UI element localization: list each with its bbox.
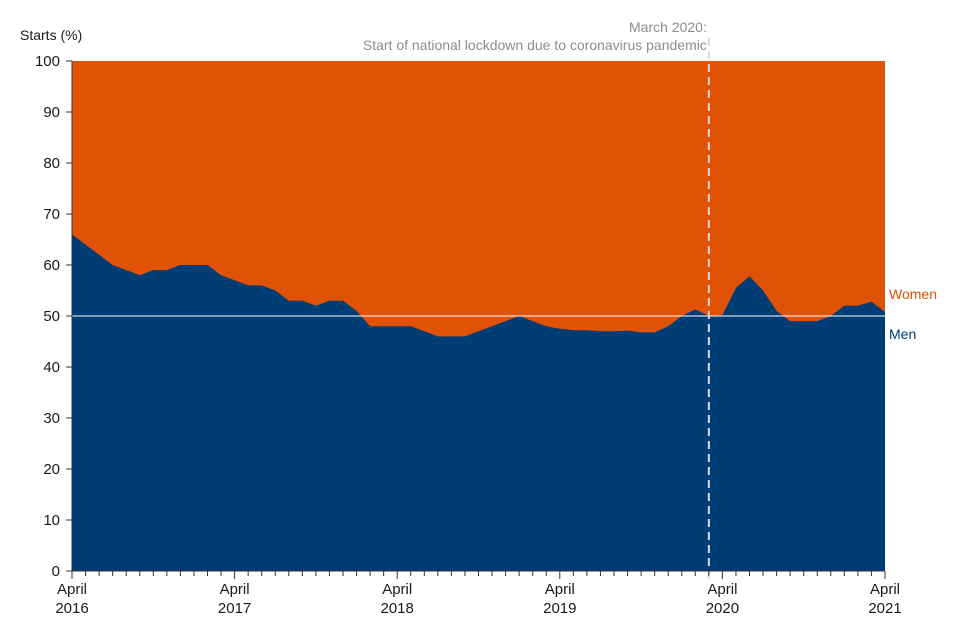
series-label-men: Men <box>889 326 916 342</box>
y-tick-label: 20 <box>43 461 60 478</box>
y-axis-title: Starts (%) <box>20 27 82 43</box>
annotation-line-1: March 2020: <box>629 19 707 35</box>
y-tick-label: 50 <box>43 308 60 325</box>
y-axis: 0 10 20 30 40 50 60 70 80 90 100 <box>35 53 73 580</box>
y-tick-label: 0 <box>52 563 60 580</box>
x-tick-label-year: 2018 <box>381 600 414 617</box>
x-tick-label-month: April <box>382 581 412 598</box>
x-tick-label-month: April <box>545 581 575 598</box>
plot-area <box>72 38 885 583</box>
y-tick-label: 100 <box>35 53 60 70</box>
x-tick-label-month: April <box>220 581 250 598</box>
x-tick-label-month: April <box>870 581 900 598</box>
series-label-women: Women <box>889 286 937 302</box>
x-tick-label-year: 2019 <box>543 600 576 617</box>
y-tick-label: 30 <box>43 410 60 427</box>
y-tick-label: 10 <box>43 512 60 529</box>
x-tick-label-year: 2020 <box>706 600 739 617</box>
x-tick-label-year: 2021 <box>868 600 901 617</box>
y-tick-label: 70 <box>43 206 60 223</box>
y-tick-label: 40 <box>43 359 60 376</box>
x-axis: April 2016 April 2017 April 2018 April 2019 Apri… <box>55 570 902 617</box>
x-tick-label-month: April <box>57 581 87 598</box>
annotation-line-2: Start of national lockdown due to corona… <box>363 37 707 53</box>
x-tick-label-year: 2016 <box>55 600 88 617</box>
y-tick-label: 80 <box>43 155 60 172</box>
x-tick-label-year: 2017 <box>218 600 251 617</box>
men-area <box>72 234 885 571</box>
x-tick-label-month: April <box>707 581 737 598</box>
y-tick-label: 60 <box>43 257 60 274</box>
y-tick-label: 90 <box>43 104 60 121</box>
